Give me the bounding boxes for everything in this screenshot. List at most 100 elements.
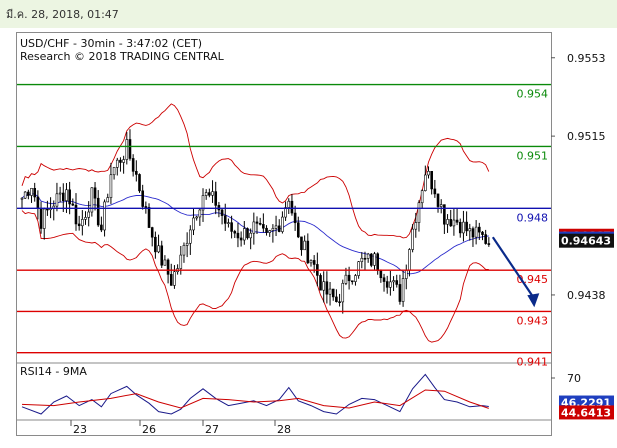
candle-body [414,222,418,230]
candle-body [150,227,154,238]
candle-body [268,230,272,233]
y-tick-label: 0.9553 [567,52,606,65]
candle-body [443,204,446,225]
candle-body [243,228,246,241]
candle-body [433,188,437,195]
candle-body [112,167,116,176]
candle-body [119,159,122,163]
candle-body [436,193,440,207]
moving-average-line [21,193,489,275]
candle-body [382,277,386,282]
candle-body [328,288,332,295]
candle-body [109,174,113,198]
candle-body [465,221,468,232]
candle-body [385,281,389,288]
candle-body [341,283,345,303]
candle-body [33,188,37,198]
candle-body [335,296,338,302]
candle-body [424,174,427,191]
rsi-value-label: 44.6413 [561,406,611,419]
candle-body [452,219,456,227]
rsi-series-RSI14 [21,373,489,415]
candle-body [125,139,129,160]
candle-body [173,271,176,286]
timestamp: มี.ค. 28, 2018, 01:47 [6,8,119,21]
candle-body [236,232,240,239]
candle-body [430,170,433,190]
candle-body [395,280,399,285]
candle-body [252,221,256,234]
candle-body [309,260,313,264]
candle-body [312,260,316,265]
candle-body [169,274,173,286]
candle-body [325,281,329,295]
candle-body [319,275,322,291]
candle-body [198,209,202,218]
candle-body [239,237,243,241]
candle-body [77,223,81,227]
price-chart: 0.9540.9510.9480.9450.9430.9410.95530.95… [17,52,614,436]
candle-body [157,245,160,253]
candle-body [347,274,351,282]
instrument-line: USD/CHF - 30min - 3:47:02 (CET) [20,37,202,50]
candle-body [100,224,103,231]
candle-body [249,232,252,239]
price-box-label-last: 0.94643 [561,235,611,248]
candle-body [411,228,414,250]
candle-body [255,221,259,224]
candle-body [474,226,478,238]
candle-body [93,187,97,199]
candle-body [84,217,87,220]
y-tick-label: 0.9515 [567,130,606,143]
candle-body [46,208,49,211]
candle-body [103,201,106,231]
candle-body [233,231,237,234]
candle-body [154,236,157,253]
candle-body [201,195,205,211]
level-label-0.951: 0.951 [517,149,549,162]
candle-body [87,211,90,218]
candle-body [115,159,119,168]
candle-body [484,234,487,244]
candle-body [376,253,379,271]
candle-body [27,191,30,196]
candle-body [128,139,132,159]
candle-body [296,222,300,238]
candle-body [350,280,354,283]
candle-body [439,204,443,207]
candle-body [354,275,357,282]
candle-body [220,209,224,216]
candle-body [147,207,151,228]
candle-body [360,257,364,263]
candle-body [135,171,138,175]
candle-body [208,192,211,196]
candle-body [39,207,43,229]
candle-body [277,225,281,232]
candle-body [303,240,306,251]
rsi-title: RSI14 - 9MA [20,365,87,378]
candle-body [58,192,62,195]
candle-body [61,192,65,202]
candle-body [274,225,278,229]
candle-body [373,253,376,266]
candle-body [42,208,46,229]
candle-body [366,253,370,259]
candle-body [487,243,491,245]
candle-body [338,301,341,303]
forecast-arrow [491,236,535,298]
candle-body [363,257,367,260]
x-tick-label-28: 28 [277,423,291,436]
candle-body [55,193,59,207]
candle-body [322,281,325,291]
candle-body [427,170,430,176]
candle-body [74,204,78,225]
candle-body [131,158,135,172]
copyright-line: Research © 2018 TRADING CENTRAL [20,50,225,63]
top-bar: มี.ค. 28, 2018, 01:47 [0,0,617,28]
candle-body [160,245,164,266]
chart-frame [16,32,552,436]
candle-body [182,245,186,256]
y-tick-label: 0.9438 [567,289,606,302]
candle-body [144,206,148,208]
